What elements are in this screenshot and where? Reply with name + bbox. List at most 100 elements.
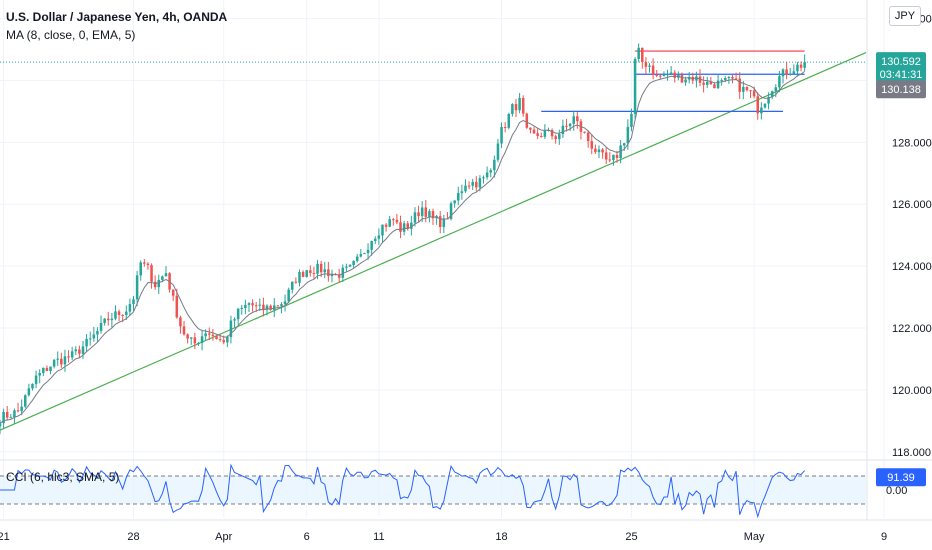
candle-body <box>612 154 615 160</box>
candle-body <box>659 75 662 77</box>
candle <box>312 266 316 280</box>
candle-body <box>139 262 142 276</box>
candle-body <box>496 143 500 160</box>
candle <box>709 76 713 85</box>
candle-body <box>272 305 276 310</box>
candle <box>475 176 478 192</box>
candle-body <box>291 281 294 290</box>
candle-body <box>590 141 594 149</box>
candle-body <box>312 272 316 274</box>
price-tick-label: 118.000 <box>892 447 931 459</box>
candle <box>197 342 200 346</box>
candle <box>2 408 5 429</box>
candle-body <box>153 281 157 288</box>
candle-body <box>608 159 612 161</box>
time-tick-label: 9 <box>881 531 887 543</box>
candle <box>651 58 655 80</box>
candle-body <box>244 304 247 308</box>
cci-zero-label: 0.00 <box>886 485 907 497</box>
candle <box>189 337 193 345</box>
candle <box>117 309 121 322</box>
candle-body <box>395 219 399 223</box>
candle <box>554 134 557 144</box>
candle <box>175 288 179 319</box>
time-axis[interactable]: 21 28 Apr 6 11 18 25 May 9 <box>0 531 887 543</box>
candle-body <box>150 265 153 282</box>
candle-body <box>13 410 16 418</box>
current-price-badge <box>876 52 926 83</box>
candle <box>208 327 211 341</box>
candle <box>763 103 767 109</box>
candle-body <box>269 305 272 310</box>
candle <box>749 89 752 99</box>
candle-body <box>157 279 161 288</box>
candle-body <box>226 337 229 343</box>
candle-body <box>2 411 5 424</box>
candle-body <box>229 320 233 338</box>
candle <box>182 320 186 336</box>
candle-body <box>749 90 752 92</box>
candle-body <box>586 132 590 142</box>
candle-body <box>558 134 561 140</box>
candle-body <box>424 207 428 217</box>
candle-body <box>254 305 258 307</box>
candle-body <box>222 340 225 343</box>
candle-body <box>622 143 626 146</box>
currency-button[interactable]: JPY <box>889 6 921 26</box>
candle-body <box>189 337 193 339</box>
candle-body <box>796 64 799 72</box>
candle-body <box>236 308 240 320</box>
candle <box>5 405 9 421</box>
candle-body <box>572 116 575 124</box>
candle <box>280 302 283 314</box>
candle <box>666 69 669 81</box>
candle-body <box>763 103 767 108</box>
candle <box>70 346 74 361</box>
candle <box>644 57 648 75</box>
candle <box>110 312 114 328</box>
candle <box>438 211 442 234</box>
candle <box>493 155 496 178</box>
candle-body <box>561 125 565 135</box>
candle <box>99 315 103 334</box>
chart-title-text: U.S. Dollar / Japanese Yen, 4h, OANDA <box>6 10 228 24</box>
candle-body <box>262 304 265 310</box>
candle <box>442 214 446 234</box>
candle <box>153 275 157 290</box>
candle <box>49 366 52 375</box>
candle-body <box>529 127 532 130</box>
candle-body <box>5 411 9 418</box>
candle <box>760 102 763 120</box>
candle <box>417 205 420 223</box>
candle-body <box>734 78 738 80</box>
candle <box>305 269 308 278</box>
candle-body <box>626 126 630 144</box>
candle <box>464 179 467 193</box>
candle <box>568 122 572 132</box>
candle <box>88 331 92 346</box>
candle-body <box>125 311 128 316</box>
candle <box>229 315 233 344</box>
candle-body <box>211 334 215 337</box>
candle-body <box>283 301 287 305</box>
cci-legend[interactable]: CCI (6, hlc3, SMA, 5) <box>6 470 120 484</box>
candle <box>641 47 644 69</box>
candle-body <box>319 263 323 273</box>
chart-drawings[interactable] <box>0 50 867 431</box>
candle <box>78 345 81 359</box>
candle-body <box>251 303 254 306</box>
candle-body <box>276 305 280 307</box>
candle-body <box>702 82 705 85</box>
candle-body <box>500 126 503 144</box>
candle-body <box>536 133 539 137</box>
candle-body <box>88 338 92 340</box>
candle-body <box>399 222 402 232</box>
candle-body <box>9 417 13 419</box>
cci-line <box>0 463 806 519</box>
price-tick-label: 120.000 <box>892 385 932 397</box>
ma-legend[interactable]: MA (8, close, 0, EMA, 5) <box>6 28 136 42</box>
candle <box>521 95 525 117</box>
candle <box>287 287 290 303</box>
candle <box>92 326 96 342</box>
